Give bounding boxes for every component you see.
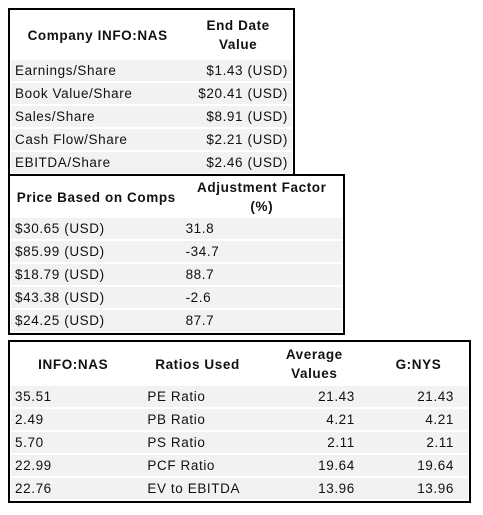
table-row: $24.25 (USD) 87.7 [11, 310, 342, 331]
average-value: 4.21 [259, 409, 369, 430]
comp-price: $43.38 (USD) [11, 287, 182, 308]
adjustment-factor: 88.7 [181, 264, 342, 285]
info-nas-value: 35.51 [11, 386, 136, 407]
comp-price: $18.79 (USD) [11, 264, 182, 285]
comp-price: $85.99 (USD) [11, 241, 182, 262]
average-value: 2.11 [259, 432, 369, 453]
table-header-row: Company INFO:NAS End Date Value [11, 12, 292, 58]
table-row: 2.49 PB Ratio 4.21 4.21 [11, 409, 468, 430]
g-nys-value: 13.96 [368, 478, 468, 499]
info-nas-value: 22.76 [11, 478, 136, 499]
table-row: $18.79 (USD) 88.7 [11, 264, 342, 285]
price-comps-table: Price Based on Comps Adjustment Factor (… [8, 174, 345, 335]
metric-label: Book Value/Share [11, 83, 185, 104]
table-header-row: INFO:NAS Ratios Used Average Values G:NY… [11, 344, 468, 384]
column-header: Company INFO:NAS [27, 27, 168, 43]
metric-label: Sales/Share [11, 106, 185, 127]
column-header: INFO:NAS [38, 356, 109, 372]
table-row: Book Value/Share $20.41 (USD) [11, 83, 292, 104]
table-row: 22.76 EV to EBITDA 13.96 13.96 [11, 478, 468, 499]
table-row: Earnings/Share $1.43 (USD) [11, 60, 292, 81]
column-header: Price Based on Comps [16, 189, 176, 205]
metric-value: $2.21 (USD) [184, 129, 292, 150]
metric-label: EBITDA/Share [11, 152, 185, 173]
column-header: Ratios Used [155, 356, 240, 372]
column-header: G:NYS [395, 356, 442, 372]
table-row: $85.99 (USD) -34.7 [11, 241, 342, 262]
table-row: EBITDA/Share $2.46 (USD) [11, 152, 292, 173]
comp-price: $24.25 (USD) [11, 310, 182, 331]
ratio-name: PS Ratio [135, 432, 260, 453]
table-row: 35.51 PE Ratio 21.43 21.43 [11, 386, 468, 407]
column-header: Adjustment Factor (%) [197, 180, 327, 214]
column-header: End Date Value [206, 18, 270, 52]
metric-value: $1.43 (USD) [184, 60, 292, 81]
g-nys-value: 21.43 [368, 386, 468, 407]
adjustment-factor: -34.7 [181, 241, 342, 262]
company-values-table: Company INFO:NAS End Date Value Earnings… [8, 8, 295, 177]
table-row: Cash Flow/Share $2.21 (USD) [11, 129, 292, 150]
ratio-name: EV to EBITDA [135, 478, 260, 499]
table-row: 5.70 PS Ratio 2.11 2.11 [11, 432, 468, 453]
g-nys-value: 19.64 [368, 455, 468, 476]
ratio-name: PB Ratio [135, 409, 260, 430]
table-row: Sales/Share $8.91 (USD) [11, 106, 292, 127]
average-value: 21.43 [259, 386, 369, 407]
g-nys-value: 4.21 [368, 409, 468, 430]
g-nys-value: 2.11 [368, 432, 468, 453]
table-row: $43.38 (USD) -2.6 [11, 287, 342, 308]
average-value: 13.96 [259, 478, 369, 499]
adjustment-factor: 87.7 [181, 310, 342, 331]
metric-value: $20.41 (USD) [184, 83, 292, 104]
ratio-name: PCF Ratio [135, 455, 260, 476]
metric-value: $2.46 (USD) [184, 152, 292, 173]
ratios-table: INFO:NAS Ratios Used Average Values G:NY… [8, 340, 471, 503]
info-nas-value: 22.99 [11, 455, 136, 476]
info-nas-value: 5.70 [11, 432, 136, 453]
metric-label: Cash Flow/Share [11, 129, 185, 150]
column-header: Average Values [285, 347, 343, 381]
ratio-name: PE Ratio [135, 386, 260, 407]
table-row: 22.99 PCF Ratio 19.64 19.64 [11, 455, 468, 476]
average-value: 19.64 [259, 455, 369, 476]
comp-price: $30.65 (USD) [11, 218, 182, 239]
info-nas-value: 2.49 [11, 409, 136, 430]
adjustment-factor: -2.6 [181, 287, 342, 308]
adjustment-factor: 31.8 [181, 218, 342, 239]
table-header-row: Price Based on Comps Adjustment Factor (… [11, 178, 342, 216]
metric-label: Earnings/Share [11, 60, 185, 81]
metric-value: $8.91 (USD) [184, 106, 292, 127]
table-row: $30.65 (USD) 31.8 [11, 218, 342, 239]
